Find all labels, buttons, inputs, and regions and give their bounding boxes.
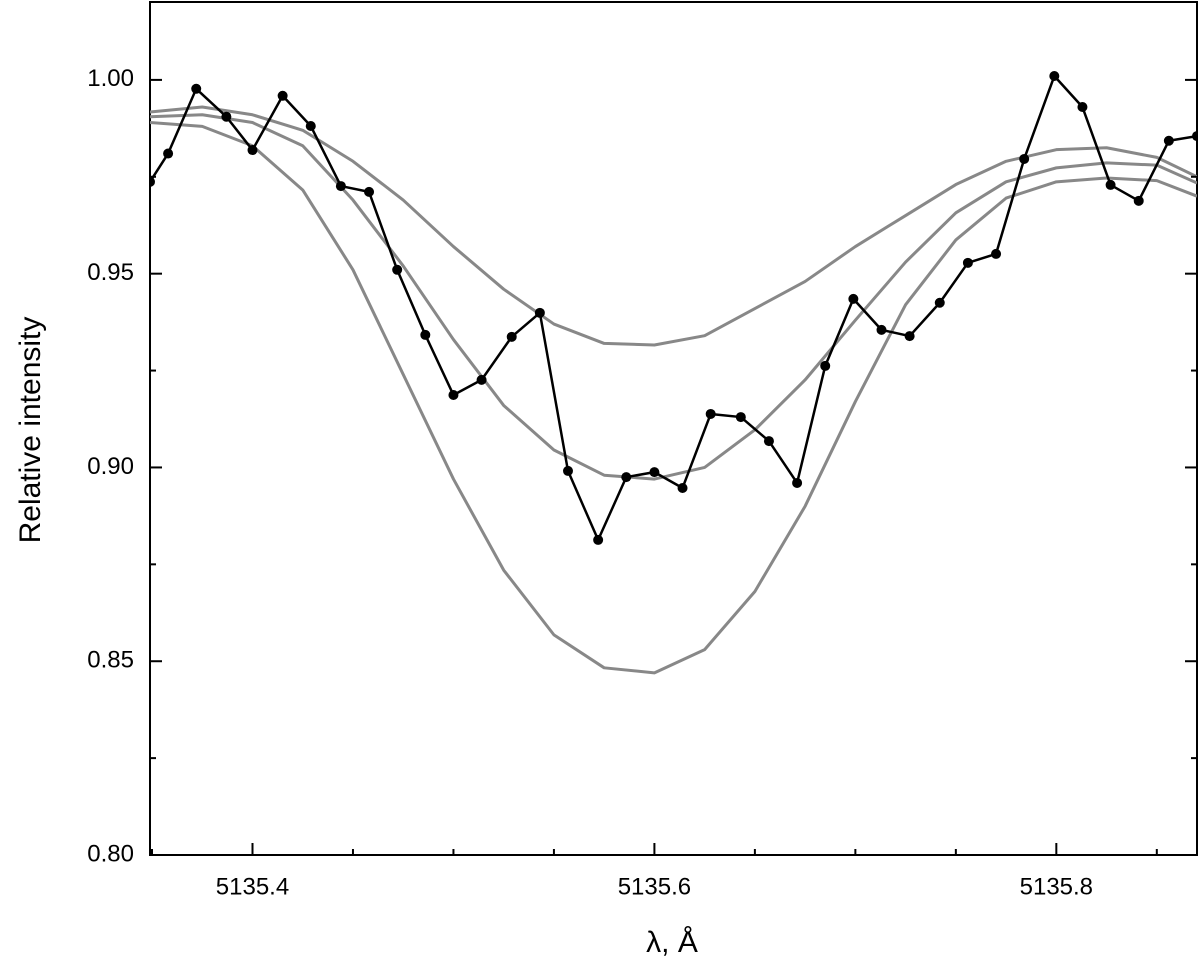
data-point: [191, 83, 202, 94]
data-point: [277, 90, 288, 101]
plot-area: [150, 71, 1197, 675]
data-point: [506, 331, 517, 342]
plot-frame: [149, 1, 1198, 856]
y-tick-label: 0.90: [87, 453, 134, 480]
y-tick-label: 1.00: [87, 65, 134, 92]
series-line: [150, 121, 1197, 675]
data-point: [476, 374, 487, 385]
data-point: [1049, 71, 1060, 82]
data-point: [649, 467, 660, 478]
data-point: [1163, 135, 1174, 146]
y-tick-label: 0.80: [87, 840, 134, 867]
data-point: [934, 297, 945, 308]
x-tick-label: 5135.8: [1020, 873, 1093, 900]
data-point: [150, 176, 155, 187]
data-point: [247, 145, 258, 156]
data-point: [792, 477, 803, 488]
data-point: [305, 121, 316, 132]
data-point: [848, 293, 859, 304]
data-point: [562, 465, 573, 476]
data-point: [221, 111, 232, 122]
data-point: [1019, 153, 1030, 164]
data-point: [621, 472, 632, 483]
data-point: [677, 482, 688, 493]
data-point: [962, 257, 973, 268]
data-point: [534, 307, 545, 318]
y-axis-label: Relative intensity: [14, 317, 47, 544]
data-point: [705, 408, 716, 419]
data-point: [163, 148, 174, 159]
data-point: [820, 360, 831, 371]
data-point: [763, 436, 774, 447]
x-tick-label: 5135.6: [618, 873, 691, 900]
data-point: [448, 389, 459, 400]
data-point: [1077, 102, 1088, 113]
y-tick-label: 0.95: [87, 259, 134, 286]
series-line: [150, 74, 1197, 542]
data-point: [876, 324, 887, 335]
y-tick-label: 0.85: [87, 647, 134, 674]
x-tick-label: 5135.4: [216, 873, 289, 900]
data-point: [335, 181, 346, 192]
data-point: [735, 412, 746, 423]
x-axis-label: λ, Å: [646, 926, 698, 959]
data-point: [593, 534, 604, 545]
data-point: [420, 329, 431, 340]
data-point: [1105, 179, 1116, 190]
data-point: [904, 331, 915, 342]
data-point: [364, 186, 375, 197]
series-line: [150, 105, 1197, 347]
series-line: [150, 113, 1197, 481]
data-point: [1192, 131, 1197, 142]
data-point: [1133, 195, 1144, 206]
data-point: [392, 264, 403, 275]
data-point: [991, 248, 1002, 259]
